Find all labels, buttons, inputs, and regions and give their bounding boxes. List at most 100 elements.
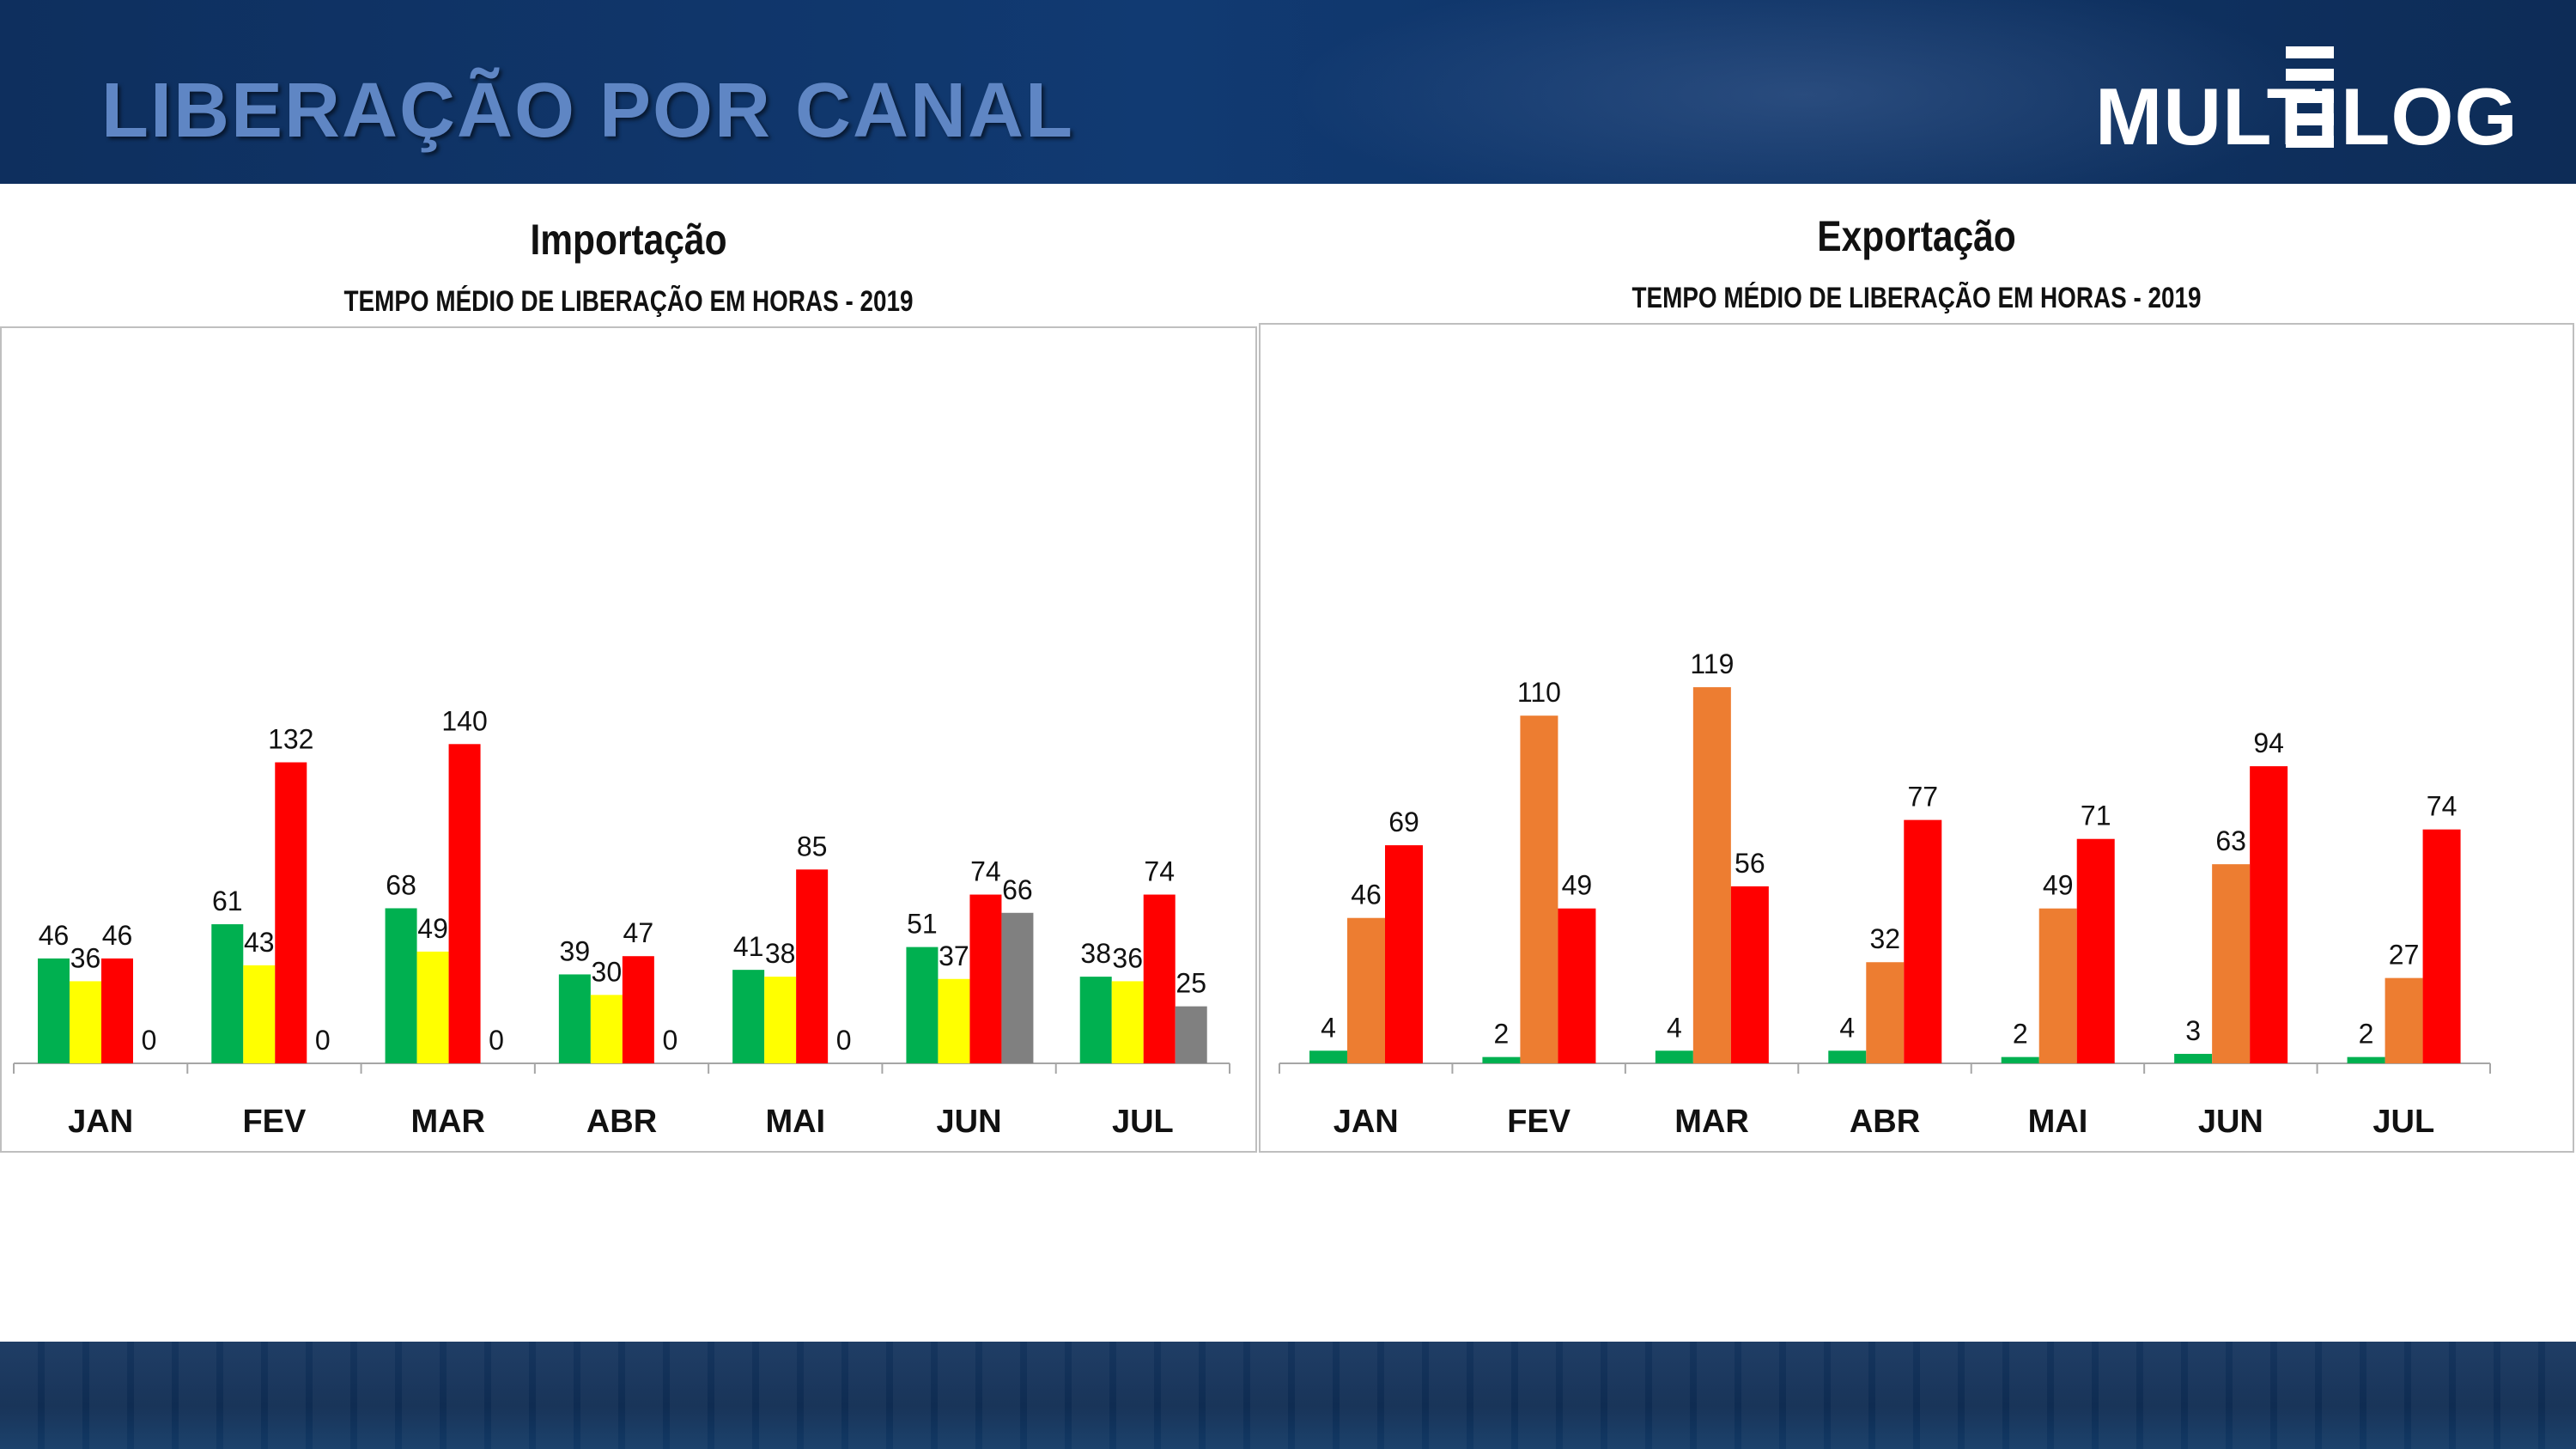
data-label-cinza-jun: 66 (1002, 874, 1033, 905)
data-label-vermelho-mar: 140 (441, 705, 487, 736)
category-label-jan: JAN (68, 1104, 133, 1140)
data-label-amarelo-mar: 49 (417, 913, 448, 944)
data-label-amarelo-fev: 43 (244, 927, 275, 958)
import-chart-subtitle: TEMPO MÉDIO DE LIBERAÇÃO EM HORAS - 2019 (343, 285, 914, 318)
bar-vermelho-jun (969, 894, 1002, 1063)
bar-vermelho-abr (1904, 819, 1942, 1063)
export-chart-panel: 4 46 69 JAN 2 110 49 FEV 4 119 56 MAR 4 32 77 ABR 2 49 71 M… (1259, 323, 2574, 1153)
footer-banner (0, 1342, 2576, 1449)
import-chart-title: Importação (530, 216, 727, 264)
data-label-verde-abr: 4 (1839, 1012, 1855, 1043)
data-label-vermelho-abr: 77 (1907, 782, 1938, 813)
data-label-laranja-mar: 119 (1690, 648, 1734, 679)
bar-laranja-jan (1347, 917, 1385, 1063)
bar-vermelho-mai (2076, 838, 2115, 1063)
bar-cinza-jun (1001, 912, 1034, 1063)
data-label-verde-fev: 61 (212, 886, 243, 916)
category-label-fev: FEV (1507, 1104, 1571, 1140)
data-label-amarelo-jan: 36 (70, 942, 101, 973)
bar-amarelo-fev (243, 965, 276, 1063)
page-title: LIBERAÇÃO POR CANAL (101, 68, 1074, 154)
data-label-laranja-jun: 63 (2215, 825, 2246, 856)
footer-pattern (0, 1342, 2576, 1449)
data-label-vermelho-mai: 71 (2081, 801, 2111, 831)
data-label-cinza-jan: 0 (142, 1025, 157, 1056)
data-label-amarelo-abr: 30 (592, 956, 623, 987)
data-label-laranja-jul: 27 (2389, 940, 2420, 971)
bar-laranja-fev (1520, 715, 1558, 1063)
import-chart-panel: 46 36 46 0 JAN 61 43 132 0 FEV 68 49 140 0 MAR 39 30 47 0 A… (0, 326, 1257, 1153)
bar-verde-jul (1079, 977, 1112, 1063)
data-label-vermelho-jun: 74 (970, 856, 1001, 887)
bar-laranja-jun (2212, 864, 2251, 1063)
data-label-amarelo-jun: 37 (939, 941, 969, 971)
category-label-jun: JUN (2198, 1104, 2263, 1140)
data-label-vermelho-jul: 74 (2427, 791, 2458, 822)
data-label-cinza-abr: 0 (662, 1025, 677, 1056)
bar-verde-abr (558, 974, 591, 1063)
bar-verde-jan (1309, 1050, 1347, 1063)
data-label-verde-jan: 46 (39, 920, 70, 951)
data-label-vermelho-jan: 69 (1388, 807, 1419, 837)
bar-vermelho-jan (101, 958, 133, 1063)
data-label-laranja-fev: 110 (1517, 677, 1561, 708)
bar-vermelho-jul (1143, 894, 1176, 1063)
bar-vermelho-mar (448, 744, 481, 1063)
bar-amarelo-jul (1111, 981, 1144, 1063)
bar-amarelo-mar (416, 951, 449, 1063)
bar-verde-jun (2174, 1053, 2213, 1063)
data-label-vermelho-mai: 85 (797, 831, 828, 861)
import-chart: 4636460JAN61431320FEV68491400MAR3930470A… (13, 705, 1230, 1140)
category-label-jan: JAN (1334, 1104, 1399, 1140)
logo-bars-icon (2286, 41, 2334, 148)
bar-vermelho-abr (622, 956, 654, 1063)
bar-verde-jan (38, 958, 70, 1063)
category-label-jul: JUL (2372, 1104, 2434, 1140)
data-label-verde-jun: 3 (2185, 1015, 2201, 1046)
bar-verde-fev (1482, 1056, 1521, 1063)
category-label-mai: MAI (2028, 1104, 2088, 1140)
data-label-cinza-mar: 0 (489, 1025, 504, 1056)
data-label-cinza-fev: 0 (315, 1025, 331, 1056)
bar-verde-mar (385, 908, 417, 1063)
data-label-amarelo-mai: 38 (765, 938, 796, 969)
bar-verde-jun (906, 947, 939, 1063)
category-label-mar: MAR (410, 1104, 485, 1140)
data-label-laranja-jan: 46 (1351, 880, 1382, 910)
data-label-vermelho-mar: 56 (1735, 848, 1765, 879)
bar-verde-abr (1828, 1050, 1867, 1063)
bar-verde-mai (732, 970, 765, 1063)
export-chart-title: Exportação (1817, 212, 2016, 260)
data-label-vermelho-abr: 47 (623, 917, 654, 948)
bar-vermelho-mar (1730, 886, 1769, 1063)
category-label-abr: ABR (1850, 1104, 1920, 1140)
bar-verde-mai (2001, 1056, 2039, 1063)
bar-amarelo-abr (590, 995, 623, 1063)
bar-laranja-jul (2385, 977, 2423, 1063)
data-label-vermelho-fev: 132 (268, 724, 313, 755)
data-label-verde-jul: 2 (2359, 1019, 2374, 1050)
data-label-vermelho-jun: 94 (2253, 728, 2284, 758)
data-label-verde-mar: 68 (386, 869, 416, 900)
data-label-verde-jun: 51 (907, 909, 938, 940)
bar-vermelho-fev (1558, 908, 1596, 1063)
bar-laranja-mai (2038, 908, 2077, 1063)
export-chart-subtitle: TEMPO MÉDIO DE LIBERAÇÃO EM HORAS - 2019 (1631, 282, 2202, 314)
bar-amarelo-jan (70, 981, 101, 1063)
data-label-verde-mai: 2 (2013, 1019, 2028, 1050)
data-label-cinza-mai: 0 (836, 1025, 852, 1056)
bar-vermelho-mai (796, 869, 829, 1063)
category-label-jun: JUN (937, 1104, 1002, 1140)
data-label-verde-jan: 4 (1321, 1012, 1336, 1043)
bar-vermelho-jan (1385, 845, 1423, 1063)
bar-verde-mar (1655, 1050, 1693, 1063)
bar-vermelho-jul (2422, 829, 2461, 1063)
bar-vermelho-jun (2250, 766, 2288, 1063)
header-background-glow (1288, 0, 2318, 184)
category-label-jul: JUL (1112, 1104, 1174, 1140)
data-label-verde-jul: 38 (1080, 938, 1111, 969)
data-label-vermelho-jan: 46 (102, 920, 133, 951)
bar-cinza-jul (1175, 1006, 1207, 1063)
bar-laranja-abr (1866, 962, 1905, 1063)
data-label-verde-fev: 2 (1494, 1019, 1510, 1050)
